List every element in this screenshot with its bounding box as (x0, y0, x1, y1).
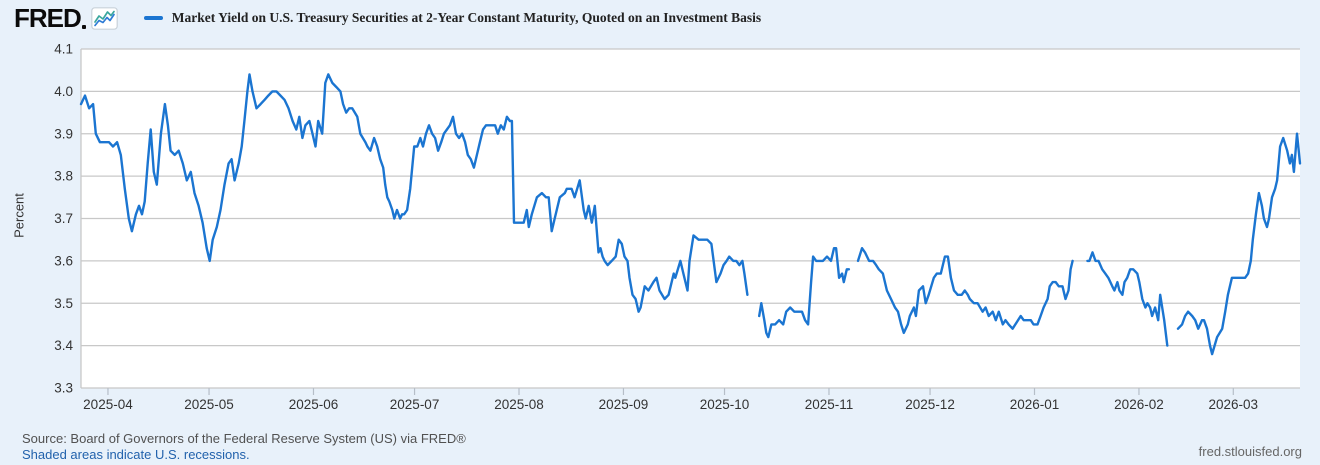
series-line (79, 73, 1302, 356)
x-tick-label: 2026-01 (1010, 397, 1060, 412)
y-axis-title: Percent (11, 193, 27, 238)
y-tick-label: 3.5 (54, 296, 73, 311)
x-tick-label: 2025-10 (700, 397, 750, 412)
x-tick-label: 2025-12 (905, 397, 955, 412)
y-tick-label: 4.0 (54, 84, 73, 99)
fred-line-chart-icon (90, 6, 118, 30)
series-title: Market Yield on U.S. Treasury Securities… (171, 10, 762, 25)
source-attribution: Source: Board of Governors of the Federa… (22, 431, 466, 446)
x-tick-label: 2025-11 (805, 397, 854, 412)
x-tick-label: 2025-05 (184, 397, 234, 412)
y-tick-label: 4.1 (54, 42, 73, 57)
y-tick-label: 3.3 (54, 381, 73, 396)
yield-line-chart: 4.1 4.0 3.9 3.8 3.7 3.6 3.5 3.4 3.3 2025-04 2025-0… (54, 42, 1302, 412)
fred-logo[interactable]: FRED (14, 3, 82, 33)
chart-header: FRED Market Yield on U.S. Treasury Secur… (14, 4, 761, 32)
y-tick-label: 3.4 (54, 338, 73, 353)
y-tick-label: 3.8 (54, 169, 73, 184)
fred-site-link[interactable]: fred.stlouisfed.org (1198, 444, 1302, 459)
y-tick-label: 3.6 (54, 253, 73, 268)
y-tick-label: 3.7 (54, 211, 73, 226)
x-tick-label: 2025-04 (83, 397, 133, 412)
x-tick-label: 2025-08 (494, 397, 544, 412)
recession-shading-link[interactable]: Shaded areas indicate U.S. recessions. (22, 447, 250, 462)
x-tick-label: 2025-09 (599, 397, 649, 412)
x-tick-label: 2026-03 (1209, 397, 1259, 412)
y-tick-label: 3.9 (54, 126, 73, 141)
fred-logo-registered-dot (81, 25, 86, 29)
x-tick-label: 2026-02 (1114, 397, 1164, 412)
x-tick-label: 2025-07 (390, 397, 440, 412)
legend-line-swatch (143, 16, 163, 20)
x-tick-label: 2025-06 (289, 397, 339, 412)
